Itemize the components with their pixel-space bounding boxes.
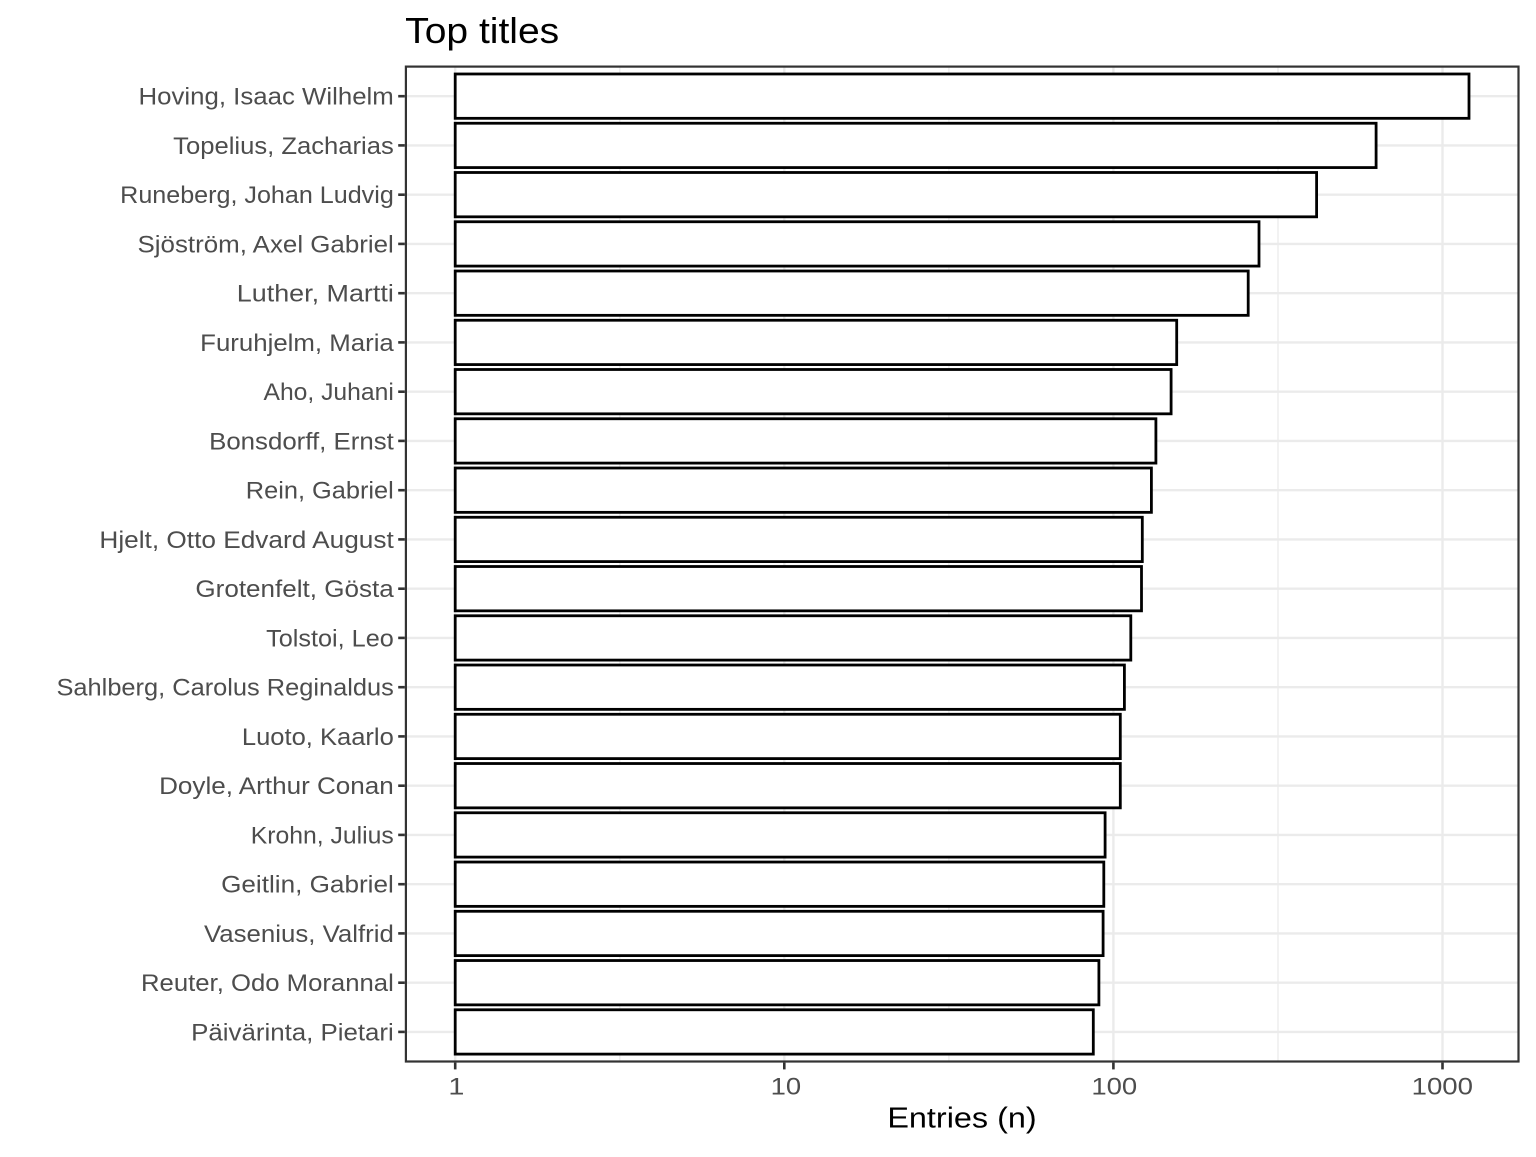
svg-text:Hjelt, Otto Edvard August: Hjelt, Otto Edvard August <box>99 527 394 554</box>
svg-text:Päivärinta, Pietari: Päivärinta, Pietari <box>191 1019 394 1046</box>
svg-text:Krohn, Julius: Krohn, Julius <box>251 822 394 849</box>
svg-text:Luoto, Kaarlo: Luoto, Kaarlo <box>242 724 394 751</box>
svg-text:Entries (n): Entries (n) <box>887 1102 1036 1134</box>
svg-text:100: 100 <box>1091 1073 1137 1100</box>
svg-text:Geitlin, Gabriel: Geitlin, Gabriel <box>221 872 394 899</box>
svg-text:Reuter, Odo Morannal: Reuter, Odo Morannal <box>141 970 394 997</box>
svg-text:1: 1 <box>448 1073 464 1100</box>
svg-text:Luther, Martti: Luther, Martti <box>237 281 394 308</box>
svg-text:Bonsdorff, Ernst: Bonsdorff, Ernst <box>209 428 394 455</box>
svg-text:Grotenfelt, Gösta: Grotenfelt, Gösta <box>195 576 394 603</box>
svg-text:10: 10 <box>771 1073 802 1100</box>
svg-text:1000: 1000 <box>1412 1073 1473 1100</box>
svg-text:Tolstoi, Leo: Tolstoi, Leo <box>266 625 394 652</box>
svg-text:Vasenius, Valfrid: Vasenius, Valfrid <box>204 921 394 948</box>
svg-text:Furuhjelm, Maria: Furuhjelm, Maria <box>200 330 394 357</box>
svg-text:Runeberg, Johan Ludvig: Runeberg, Johan Ludvig <box>120 182 394 209</box>
svg-text:Doyle, Arthur Conan: Doyle, Arthur Conan <box>159 773 394 800</box>
svg-text:Sahlberg, Carolus Reginaldus: Sahlberg, Carolus Reginaldus <box>57 675 394 702</box>
svg-text:Hoving, Isaac Wilhelm: Hoving, Isaac Wilhelm <box>139 84 394 111</box>
svg-text:Rein, Gabriel: Rein, Gabriel <box>246 478 394 505</box>
svg-text:Topelius, Zacharias: Topelius, Zacharias <box>173 133 394 160</box>
svg-text:Sjöström, Axel Gabriel: Sjöström, Axel Gabriel <box>138 231 394 258</box>
svg-text:Top titles: Top titles <box>405 10 559 51</box>
svg-text:Aho, Juhani: Aho, Juhani <box>264 379 394 406</box>
